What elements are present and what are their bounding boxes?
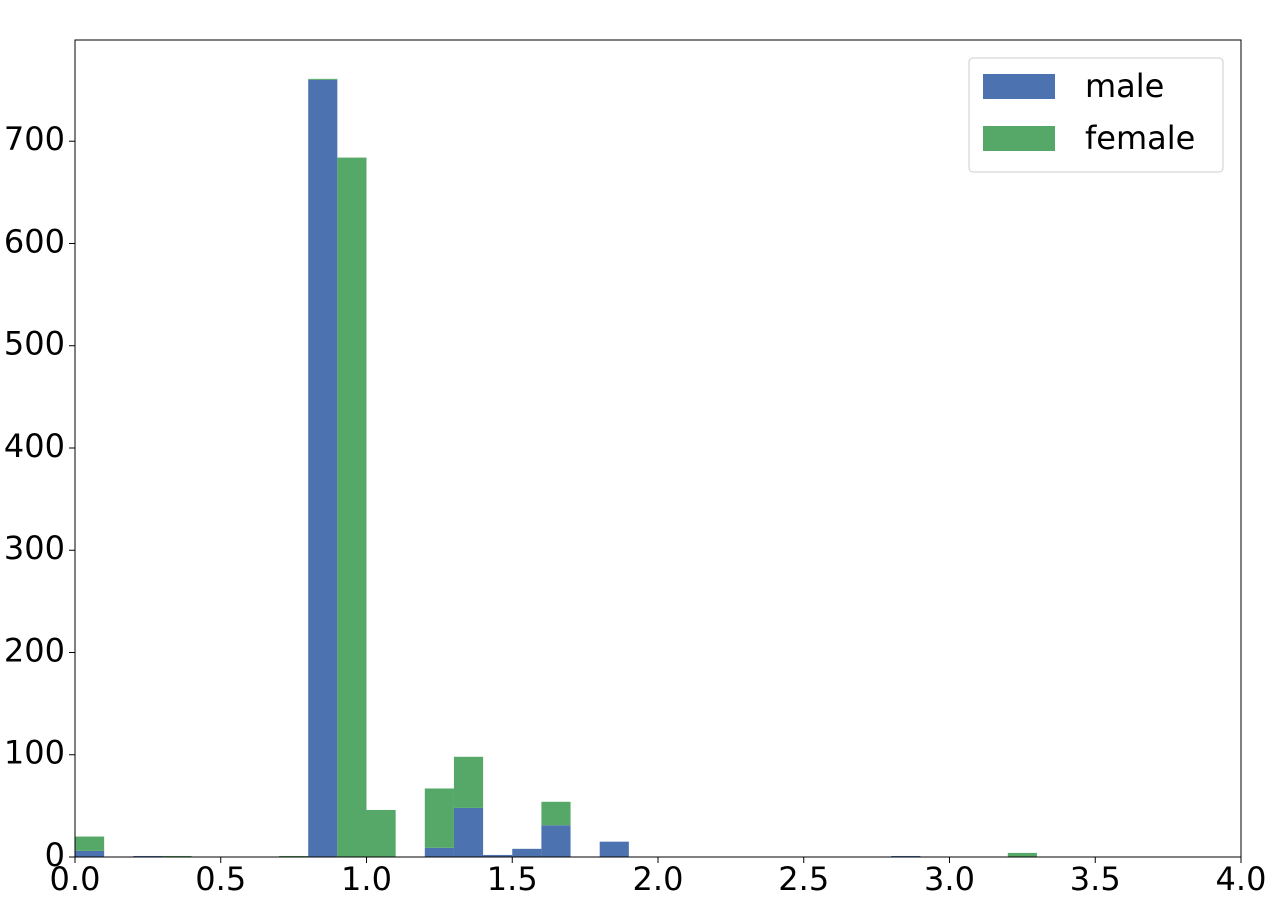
x-tick-label: 4.0 [1216,860,1267,898]
bar [162,855,192,857]
bar [424,847,454,857]
bar [541,801,571,826]
x-tick-label: 3.0 [924,860,975,898]
legend-label: male [1085,67,1164,105]
x-tick-label: 2.5 [778,860,829,898]
x-tick-label: 1.5 [487,860,538,898]
bar [599,841,629,857]
bar [366,809,396,857]
bar [75,836,105,851]
bar [279,855,309,857]
legend: male female [968,57,1224,173]
bar [75,850,105,857]
bar [891,855,921,857]
bar [308,78,338,80]
y-tick-label: 400 [4,427,65,465]
bar [512,848,542,857]
bar [308,79,338,857]
y-tick-label: 600 [4,222,65,260]
y-tick-label: 700 [4,120,65,158]
x-tick-label: 1.0 [341,860,392,898]
bar [453,807,484,857]
x-tick-label: 3.5 [1070,860,1121,898]
y-tick-label: 100 [4,734,65,772]
bar [133,855,163,857]
bar [1007,852,1037,857]
y-tick-label: 200 [4,631,65,669]
legend-swatch [983,126,1055,151]
y-tick-label: 500 [4,325,65,363]
bar [453,756,484,808]
x-tick-label: 0.0 [50,860,101,898]
legend-label: female [1085,119,1195,157]
bar [424,788,454,848]
x-tick-label: 2.0 [633,860,684,898]
bar [483,854,513,857]
bar [541,825,571,857]
bar [337,157,367,857]
legend-swatch [983,74,1055,99]
x-tick-label: 0.5 [195,860,246,898]
y-tick-label: 300 [4,529,65,567]
y-tick-label: 0 [45,836,65,874]
